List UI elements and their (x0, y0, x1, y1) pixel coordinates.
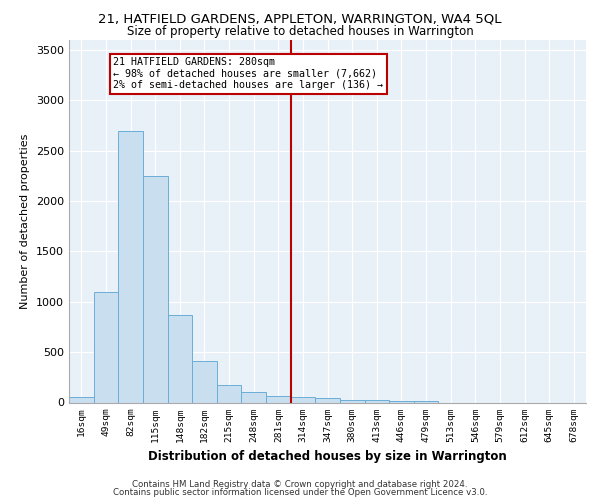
Bar (290, 398, 315, 402)
Bar (118, 130, 143, 402)
Text: Contains public sector information licensed under the Open Government Licence v3: Contains public sector information licen… (113, 488, 487, 497)
Text: Size of property relative to detached houses in Warrington: Size of property relative to detached ho… (127, 25, 473, 38)
Text: 21, HATFIELD GARDENS, APPLETON, WARRINGTON, WA4 5QL: 21, HATFIELD GARDENS, APPLETON, WARRINGT… (98, 12, 502, 26)
Bar (217, 386, 241, 402)
Bar (266, 396, 290, 402)
Bar (340, 400, 365, 402)
Bar (69, 397, 94, 402)
Text: Contains HM Land Registry data © Crown copyright and database right 2024.: Contains HM Land Registry data © Crown c… (132, 480, 468, 489)
Bar (167, 315, 192, 402)
Bar (241, 392, 266, 402)
Bar (315, 398, 340, 402)
Y-axis label: Number of detached properties: Number of detached properties (20, 134, 31, 309)
X-axis label: Distribution of detached houses by size in Warrington: Distribution of detached houses by size … (148, 450, 507, 463)
Bar (94, 292, 118, 403)
Bar (389, 401, 414, 402)
Bar (143, 176, 167, 402)
Text: 21 HATFIELD GARDENS: 280sqm
← 98% of detached houses are smaller (7,662)
2% of s: 21 HATFIELD GARDENS: 280sqm ← 98% of det… (113, 57, 383, 90)
Bar (365, 400, 389, 402)
Bar (192, 360, 217, 403)
